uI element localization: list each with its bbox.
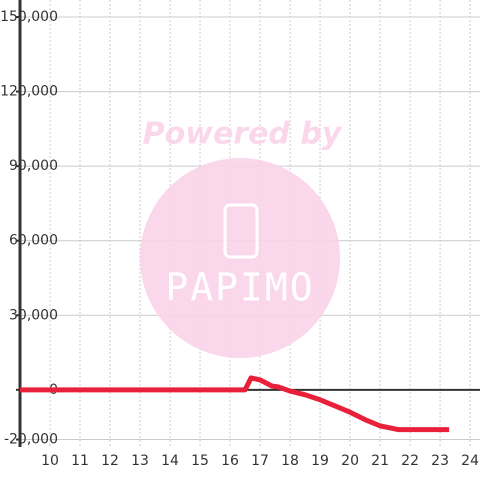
watermark-text: Powered by <box>143 117 343 152</box>
x-tick-label: 21 <box>371 453 389 469</box>
y-tick-label: 150,000 <box>0 9 58 25</box>
grid <box>20 0 480 447</box>
x-tick-label: 13 <box>131 453 149 469</box>
x-tick-label: 15 <box>191 453 209 469</box>
y-tick-label: 90,000 <box>9 158 58 174</box>
x-tick-label: 11 <box>71 453 89 469</box>
x-tick-label: 17 <box>251 453 269 469</box>
x-tick-label: 24 <box>461 453 479 469</box>
x-tick-label: 16 <box>221 453 239 469</box>
x-tick-label: 18 <box>281 453 299 469</box>
y-tick-label: 120,000 <box>0 84 58 100</box>
y-tick-label: -20,000 <box>4 432 58 448</box>
x-tick-label: 20 <box>341 453 359 469</box>
x-tick-label: 19 <box>311 453 329 469</box>
x-tick-label: 12 <box>101 453 119 469</box>
watermark-phone <box>223 203 259 259</box>
x-tick-label: 10 <box>41 453 59 469</box>
x-tick-label: 23 <box>431 453 449 469</box>
watermark-logo: PAPIMO <box>165 266 314 310</box>
watermark: Powered by PAPIMO <box>140 117 343 358</box>
x-tick-label: 22 <box>401 453 419 469</box>
line-series <box>20 375 450 433</box>
y-tick-label: 60,000 <box>9 233 58 249</box>
x-tick-label: 14 <box>161 453 179 469</box>
y-tick-label: 30,000 <box>9 307 58 323</box>
